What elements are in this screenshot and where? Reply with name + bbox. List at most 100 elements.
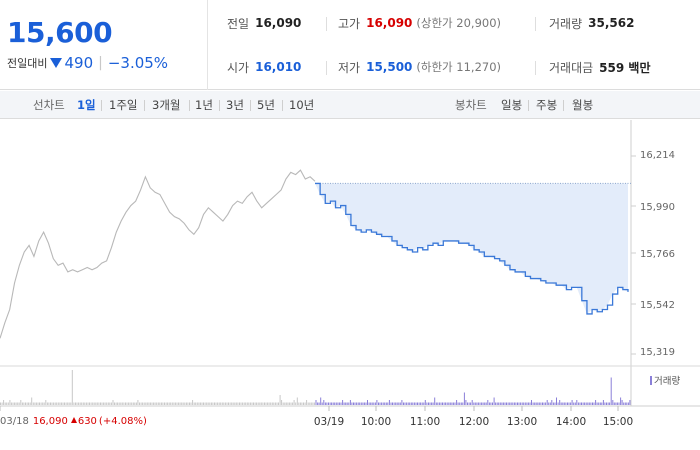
volume-bar — [385, 402, 387, 405]
volume-bar — [326, 402, 328, 405]
volume-bar — [445, 402, 447, 405]
volume-bar — [98, 402, 100, 405]
volume-bar — [67, 402, 69, 405]
volume-bar — [443, 402, 445, 405]
volume-bar — [454, 402, 456, 405]
volume-bar — [574, 402, 576, 405]
volume-bar — [231, 402, 233, 405]
volume-bar — [562, 402, 564, 405]
prev-close-value: 16,090 — [255, 16, 302, 30]
tab-10y[interactable]: 10년 — [289, 98, 315, 112]
chart-canvas — [0, 120, 700, 411]
low-label: 저가 — [338, 60, 361, 75]
volume-bar — [35, 402, 37, 405]
volume-bar — [621, 400, 623, 405]
volume-bar — [78, 402, 80, 405]
tab-daily-candle[interactable]: 일봉 — [501, 98, 523, 112]
lower-limit: (하한가 11,270) — [416, 60, 502, 74]
volume-bar — [390, 402, 392, 405]
tab-weekly-candle[interactable]: 주봉 — [536, 98, 558, 112]
volume-bar — [331, 402, 333, 405]
volume-bar — [14, 402, 16, 405]
volume-bar — [110, 402, 112, 405]
y-tick-label: 15,319 — [640, 347, 675, 358]
volume-bar — [387, 402, 389, 405]
volume-swatch — [650, 376, 652, 385]
volume-bar — [215, 402, 217, 405]
x-tick-label: 10:00 — [360, 416, 392, 428]
tab-3m[interactable]: 3개월 — [152, 98, 181, 112]
volume-bar — [235, 402, 237, 405]
volume-bar — [115, 402, 117, 405]
trade-value-value: 559 백만 — [599, 60, 651, 75]
volume-bar — [264, 402, 265, 405]
volume-bar — [593, 402, 595, 405]
tab-5y[interactable]: 5년 — [257, 98, 275, 112]
volume-bar — [423, 402, 425, 405]
volume-bar — [249, 402, 251, 405]
volume-bar — [604, 402, 606, 405]
volume-bar — [262, 402, 264, 405]
volume-bar — [518, 402, 520, 405]
volume-bar — [488, 402, 490, 405]
volume-bar — [590, 402, 592, 405]
divider — [535, 61, 536, 75]
volume-bar — [501, 402, 503, 405]
volume-bar — [470, 402, 472, 405]
volume-bar — [382, 402, 384, 405]
volume-bar — [449, 402, 451, 405]
volume-bar — [493, 397, 495, 405]
volume-bar — [279, 395, 281, 405]
volume-bar — [265, 402, 267, 405]
volume-bar — [596, 402, 598, 405]
volume-bar — [398, 402, 400, 405]
divider — [144, 100, 145, 111]
volume-bar — [143, 402, 145, 405]
volume-bar — [513, 402, 515, 405]
volume-bar — [57, 402, 59, 405]
tab-1y[interactable]: 1년 — [195, 98, 213, 112]
volume-bar — [93, 402, 95, 405]
volume-bar — [100, 402, 101, 405]
volume-bar — [240, 402, 242, 405]
volume-bar — [420, 402, 422, 405]
volume-bar — [615, 402, 617, 405]
volume-bar — [81, 402, 83, 405]
volume-bar — [173, 402, 175, 405]
volume-bar — [492, 402, 493, 405]
volume-bar — [620, 397, 622, 405]
volume-bar — [446, 402, 448, 405]
volume-bar — [285, 402, 287, 405]
volume-bar — [424, 400, 426, 405]
volume-bar — [182, 402, 184, 405]
tab-1d[interactable]: 1일 — [77, 98, 96, 112]
volume-bar — [140, 402, 142, 405]
volume-bar — [463, 392, 465, 405]
volume-bar — [104, 402, 106, 405]
volume-bar — [260, 402, 262, 405]
volume-bar — [362, 402, 364, 405]
tab-monthly-candle[interactable]: 월봉 — [572, 98, 594, 112]
tab-3y[interactable]: 3년 — [226, 98, 244, 112]
volume-bar — [612, 400, 614, 405]
volume-bar — [299, 402, 301, 405]
volume-bar — [602, 400, 604, 405]
volume-bar — [465, 400, 467, 405]
volume-bar — [588, 402, 590, 405]
volume-bar — [123, 402, 125, 405]
volume-bar — [346, 402, 348, 405]
volume-bar — [534, 402, 536, 405]
volume-bar — [109, 402, 111, 405]
volume-bar — [448, 402, 450, 405]
volume-bar — [415, 402, 417, 405]
divider — [250, 100, 251, 111]
volume-bar — [121, 402, 123, 405]
down-triangle-icon — [50, 58, 63, 68]
volume-bar — [356, 402, 358, 405]
prev-day-change: 630 — [77, 416, 97, 427]
prev-close-cell: 전일 16,090 — [227, 13, 301, 33]
volume-bar — [207, 402, 209, 405]
tab-1w[interactable]: 1주일 — [109, 98, 138, 112]
volume-bar — [582, 402, 584, 405]
volume-bar — [198, 402, 200, 405]
